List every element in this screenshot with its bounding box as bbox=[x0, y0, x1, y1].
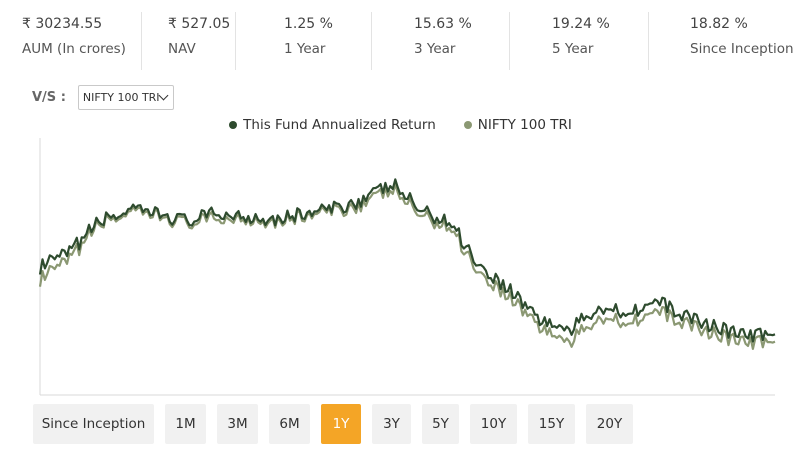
stat-1year-label: 1 Year bbox=[284, 41, 326, 57]
time-range-selector: Since Inception 1M 3M 6M 1Y 3Y 5Y 10Y 15Y 20Y bbox=[33, 404, 644, 444]
performance-chart bbox=[38, 138, 776, 396]
range-button-3m[interactable]: 3M bbox=[217, 404, 258, 444]
legend-dot-index bbox=[463, 121, 472, 129]
range-button-20y[interactable]: 20Y bbox=[586, 404, 633, 444]
fund-stats-row: ₹ 30234.55 AUM (In crores) ₹ 527.05 NAV … bbox=[0, 0, 801, 76]
range-button-10y[interactable]: 10Y bbox=[470, 404, 517, 444]
stat-3year: 15.63 % 3 Year bbox=[371, 0, 509, 76]
range-button-1y[interactable]: 1Y bbox=[321, 404, 361, 444]
range-button-5y[interactable]: 5Y bbox=[422, 404, 459, 444]
legend-item-index[interactable]: NIFTY 100 TRI bbox=[463, 117, 572, 133]
stat-5year-value: 19.24 % bbox=[552, 16, 610, 32]
range-button-1m[interactable]: 1M bbox=[165, 404, 206, 444]
stat-aum: ₹ 30234.55 AUM (In crores) bbox=[0, 0, 141, 76]
stat-3year-label: 3 Year bbox=[414, 41, 456, 57]
range-button-3y[interactable]: 3Y bbox=[372, 404, 411, 444]
stat-5year-label: 5 Year bbox=[552, 41, 594, 57]
stat-since-inception-value: 18.82 % bbox=[690, 16, 748, 32]
stat-3year-value: 15.63 % bbox=[414, 16, 472, 32]
legend-label-index: NIFTY 100 TRI bbox=[477, 117, 572, 133]
legend-label-fund: This Fund Annualized Return bbox=[243, 117, 436, 133]
chevron-down-icon bbox=[158, 90, 169, 100]
stat-nav-label: NAV bbox=[168, 41, 196, 57]
compare-label: V/S : bbox=[32, 89, 66, 105]
stat-1year-value: 1.25 % bbox=[284, 16, 333, 32]
stat-1year: 1.25 % 1 Year bbox=[235, 0, 371, 76]
stat-since-inception-label: Since Inception bbox=[690, 41, 794, 57]
legend-dot-fund bbox=[229, 121, 238, 129]
chart-legend: This Fund Annualized Return NIFTY 100 TR… bbox=[0, 117, 801, 133]
stat-nav: ₹ 527.05 NAV bbox=[141, 0, 235, 76]
legend-item-fund[interactable]: This Fund Annualized Return bbox=[229, 117, 436, 133]
compare-index-select[interactable]: NIFTY 100 TRI bbox=[77, 84, 174, 110]
stat-5year: 19.24 % 5 Year bbox=[509, 0, 648, 76]
series-line-nifty-100-tri bbox=[38, 183, 776, 350]
compare-index-value: NIFTY 100 TRI bbox=[82, 90, 160, 104]
stat-nav-value: ₹ 527.05 bbox=[168, 16, 231, 32]
range-button-since-inception[interactable]: Since Inception bbox=[33, 404, 154, 444]
series-line-this-fund bbox=[38, 178, 776, 343]
stat-since-inception: 18.82 % Since Inception bbox=[648, 0, 801, 76]
stat-aum-value: ₹ 30234.55 bbox=[22, 16, 103, 32]
range-button-6m[interactable]: 6M bbox=[269, 404, 310, 444]
compare-row: V/S : NIFTY 100 TRI bbox=[32, 84, 174, 110]
range-button-15y[interactable]: 15Y bbox=[528, 404, 575, 444]
stat-aum-label: AUM (In crores) bbox=[22, 41, 126, 57]
